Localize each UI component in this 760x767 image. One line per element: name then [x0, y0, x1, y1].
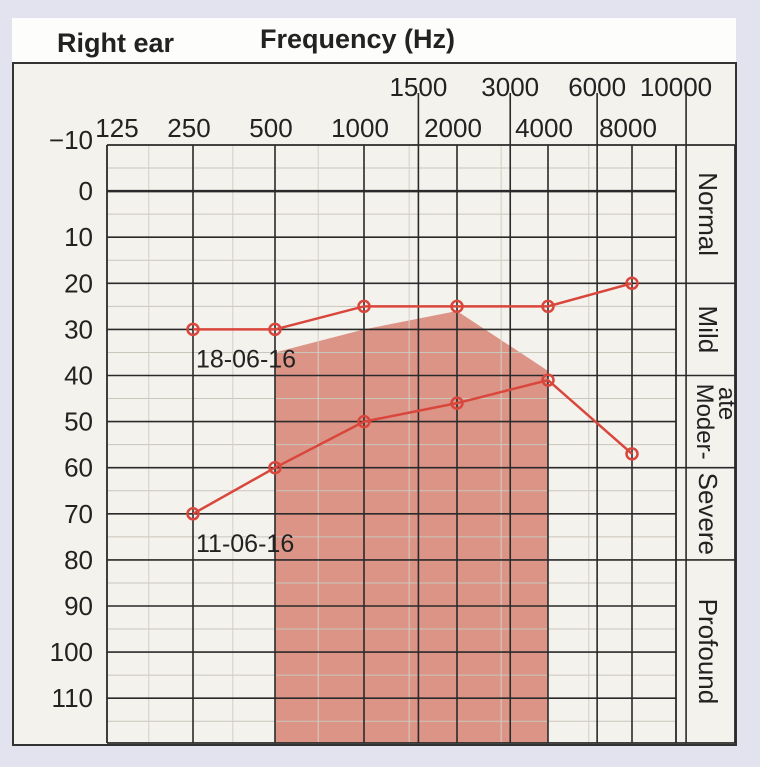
data-point	[357, 414, 371, 429]
x-tick-label: 2000	[424, 113, 482, 143]
y-tick-label: 100	[50, 637, 93, 667]
series-18-06-16: 18-06-16	[186, 276, 639, 373]
x-tick-label-upper: 3000	[481, 72, 539, 102]
series-11-06-16: 11-06-16	[186, 373, 639, 558]
category-label: Profound	[693, 599, 723, 705]
data-point	[186, 322, 200, 337]
data-point	[268, 322, 282, 337]
y-tick-label: 80	[64, 545, 93, 575]
y-tick-label: 60	[64, 453, 93, 483]
series-line	[193, 282, 633, 331]
category-label: Severe	[693, 473, 723, 555]
hearing-loss-shaded-region	[275, 310, 548, 743]
y-tick-label: 90	[64, 591, 93, 621]
y-tick-label: 20	[64, 268, 93, 298]
x-tick-label: 250	[167, 113, 210, 143]
data-point	[268, 460, 282, 475]
x-tick-label-upper: 1500	[389, 72, 447, 102]
data-point	[450, 299, 464, 314]
data-point	[186, 507, 200, 521]
y-tick-label: 50	[64, 407, 93, 437]
x-tick-label: 8000	[599, 113, 657, 143]
series-label: 18-06-16	[196, 345, 296, 373]
category-label: Moder-	[691, 384, 718, 460]
data-point	[625, 276, 639, 291]
x-tick-label-upper: 6000	[568, 72, 626, 102]
series-line	[192, 378, 633, 515]
data-point	[357, 299, 371, 314]
data-point	[450, 396, 464, 410]
data-point	[541, 373, 555, 387]
y-tick-label: 10	[64, 222, 93, 252]
data-point	[541, 299, 555, 314]
y-tick-label: 0	[79, 176, 93, 206]
x-tick-label: 1000	[331, 113, 389, 143]
series-label: 11-06-16	[196, 530, 294, 558]
x-tick-label-upper: 10000	[640, 72, 712, 102]
x-tick-label: 4000	[515, 113, 573, 143]
y-tick-label: 110	[52, 683, 93, 713]
category-label: Normal	[693, 172, 723, 256]
data-point	[625, 447, 639, 461]
y-tick-label: −10	[49, 125, 93, 155]
category-label-continued: ate	[713, 387, 740, 420]
y-tick-label: 40	[64, 361, 93, 391]
header-band	[12, 18, 736, 62]
y-tick-label: 30	[64, 314, 93, 344]
y-tick-label: 70	[64, 499, 93, 529]
x-tick-label: 500	[249, 113, 292, 143]
chart-title: Right ear	[57, 28, 175, 58]
x-axis-label: Frequency (Hz)	[260, 24, 455, 54]
category-label: Mild	[693, 306, 723, 354]
x-tick-label: 125	[95, 113, 138, 143]
